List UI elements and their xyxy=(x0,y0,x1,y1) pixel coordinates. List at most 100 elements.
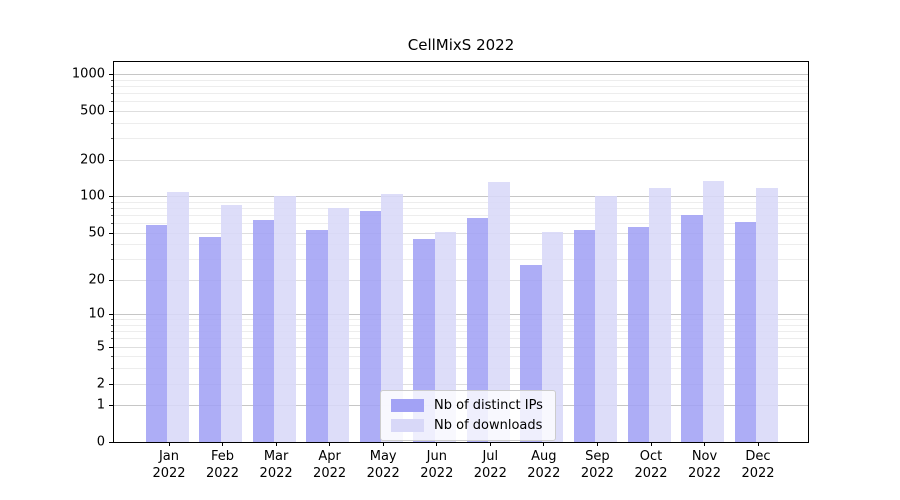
y-axis-minor-tick xyxy=(111,356,113,358)
y-tick-label: 1 xyxy=(96,397,105,413)
x-axis-tick xyxy=(757,442,759,446)
bar-distinct-ips-dec xyxy=(734,222,756,442)
x-axis-tick xyxy=(168,442,170,446)
gridline-mid xyxy=(114,279,808,281)
y-axis-minor-tick xyxy=(111,338,113,340)
legend-entry-downloads: Nb of downloads xyxy=(391,418,543,433)
bar-distinct-ips-nov xyxy=(681,215,703,442)
bar-downloads-nov xyxy=(702,180,724,442)
y-axis-minor-tick xyxy=(111,122,113,124)
x-tick-label-sep: Sep 2022 xyxy=(580,449,614,481)
gridline-mid xyxy=(114,346,808,348)
x-axis-tick xyxy=(382,442,384,446)
x-axis-tick xyxy=(596,442,598,446)
y-axis-minor-tick xyxy=(111,201,113,203)
x-tick-label-aug: Aug 2022 xyxy=(527,449,561,481)
bar-distinct-ips-jul xyxy=(466,218,489,442)
x-tick-label-jul: Jul 2022 xyxy=(473,449,507,481)
legend-label-distinct-ips: Nb of distinct IPs xyxy=(434,398,543,413)
gridline-minor xyxy=(114,201,808,203)
y-axis-minor-tick xyxy=(111,138,113,140)
y-axis-minor-tick xyxy=(111,215,113,216)
y-tick-label: 50 xyxy=(88,225,105,241)
y-axis-minor-tick xyxy=(111,319,113,321)
y-axis-minor-tick xyxy=(111,368,113,370)
x-tick-label-jan: Jan 2022 xyxy=(152,449,186,481)
y-axis-tick xyxy=(109,196,113,198)
gridline-minor xyxy=(114,338,808,340)
gridline-minor xyxy=(114,138,808,140)
bar-downloads-aug xyxy=(541,231,564,442)
y-tick-label: 1000 xyxy=(71,66,105,82)
gridline-minor xyxy=(114,356,808,358)
y-tick-label: 200 xyxy=(80,152,105,168)
bar-downloads-feb xyxy=(220,204,242,442)
y-axis-tick xyxy=(109,442,113,443)
x-tick-label-dec: Dec 2022 xyxy=(741,449,775,481)
bar-distinct-ips-sep xyxy=(573,229,596,442)
x-axis-tick xyxy=(704,442,705,446)
bar-downloads-jun xyxy=(434,231,457,442)
bar-distinct-ips-may xyxy=(359,211,382,442)
y-axis-minor-tick xyxy=(111,244,113,246)
x-axis-tick xyxy=(329,442,331,446)
x-tick-label-jun: Jun 2022 xyxy=(420,449,454,481)
gridline-minor xyxy=(114,93,808,95)
bar-distinct-ips-apr xyxy=(306,229,328,442)
legend-entry-distinct-ips: Nb of distinct IPs xyxy=(391,398,543,413)
y-axis-tick xyxy=(109,110,113,112)
gridline-minor xyxy=(114,368,808,370)
gridline-minor xyxy=(114,244,808,246)
bar-downloads-apr xyxy=(327,208,350,442)
y-axis-minor-tick xyxy=(111,101,113,103)
bar-downloads-oct xyxy=(649,187,671,442)
plot-area: Nb of distinct IPs Nb of downloads 0 1 2 5 1… xyxy=(72,61,809,481)
y-tick-label: 5 xyxy=(96,339,105,355)
bar-downloads-jul xyxy=(488,182,510,442)
gridline-minor xyxy=(114,325,808,326)
gridline-mid xyxy=(114,232,808,234)
y-axis-minor-tick xyxy=(111,86,113,87)
gridline-major xyxy=(114,314,808,316)
x-tick-label-oct: Oct 2022 xyxy=(634,449,668,481)
bar-distinct-ips-jan xyxy=(145,224,167,442)
y-axis-tick xyxy=(109,405,113,407)
y-axis-tick xyxy=(109,346,113,348)
y-axis-tick xyxy=(109,232,113,234)
y-axis-minor-tick xyxy=(111,79,113,81)
bar-distinct-ips-mar xyxy=(252,219,275,442)
gridline-minor xyxy=(114,259,808,261)
gridline-mid xyxy=(114,383,808,385)
y-axis-minor-tick xyxy=(111,259,113,261)
y-axis-minor-tick xyxy=(111,331,113,333)
x-tick-label-may: May 2022 xyxy=(366,449,400,481)
x-axis-tick xyxy=(650,442,652,446)
legend-swatch-downloads xyxy=(391,419,424,432)
x-tick-label-mar: Mar 2022 xyxy=(259,449,293,481)
gridline-minor xyxy=(114,122,808,124)
gridline-major xyxy=(114,74,808,76)
x-axis-tick xyxy=(543,442,545,446)
bar-distinct-ips-oct xyxy=(627,226,649,442)
y-axis-tick xyxy=(109,314,113,316)
x-tick-label-feb: Feb 2022 xyxy=(205,449,240,481)
legend: Nb of distinct IPs Nb of downloads xyxy=(380,390,556,441)
gridline-major xyxy=(114,196,808,198)
gridline-minor xyxy=(114,208,808,209)
gridline-minor xyxy=(114,319,808,321)
bar-downloads-jan xyxy=(167,192,189,442)
y-tick-label: 2 xyxy=(96,376,105,391)
y-axis-tick xyxy=(109,279,113,281)
y-axis-minor-tick xyxy=(111,208,113,209)
x-axis-tick xyxy=(275,442,277,446)
gridline-minor xyxy=(114,101,808,103)
gridline-minor xyxy=(114,79,808,81)
x-tick-label-apr: Apr 2022 xyxy=(313,449,347,481)
y-tick-label: 500 xyxy=(80,103,105,119)
bar-downloads-dec xyxy=(756,187,778,442)
chart-title: CellMixS 2022 xyxy=(407,36,515,54)
y-axis-minor-tick xyxy=(111,223,113,225)
bar-distinct-ips-feb xyxy=(199,237,221,442)
x-axis-tick xyxy=(222,442,223,446)
y-tick-label: 100 xyxy=(80,188,105,204)
